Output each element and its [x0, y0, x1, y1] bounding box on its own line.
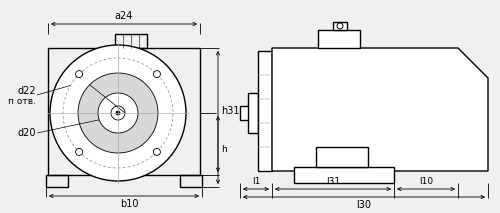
Text: d20: d20 [18, 128, 36, 138]
Bar [318, 30, 360, 48]
Bar [240, 106, 258, 120]
Text: h: h [221, 145, 227, 154]
Text: a24: a24 [115, 11, 133, 21]
Circle shape [76, 71, 82, 78]
Bar [316, 147, 368, 167]
Bar [248, 93, 258, 133]
Text: h31: h31 [221, 106, 240, 117]
Text: п отв.: п отв. [8, 96, 36, 105]
Circle shape [116, 111, 120, 115]
Circle shape [76, 148, 82, 155]
Circle shape [78, 73, 158, 153]
Circle shape [98, 93, 138, 133]
Text: l31: l31 [326, 177, 340, 186]
Text: b10: b10 [120, 199, 138, 209]
Circle shape [111, 106, 125, 120]
Bar [258, 51, 272, 171]
Bar [48, 48, 200, 175]
Polygon shape [272, 48, 488, 171]
Text: l30: l30 [356, 200, 372, 210]
Text: l10: l10 [419, 177, 433, 186]
Circle shape [50, 45, 186, 181]
Bar [333, 22, 347, 30]
Bar [115, 34, 147, 48]
Bar [294, 167, 394, 183]
Bar [46, 175, 68, 187]
Circle shape [337, 23, 343, 29]
Bar [180, 175, 202, 187]
Text: l1: l1 [252, 177, 260, 186]
Circle shape [154, 148, 160, 155]
Text: d22: d22 [18, 86, 36, 96]
Circle shape [154, 71, 160, 78]
